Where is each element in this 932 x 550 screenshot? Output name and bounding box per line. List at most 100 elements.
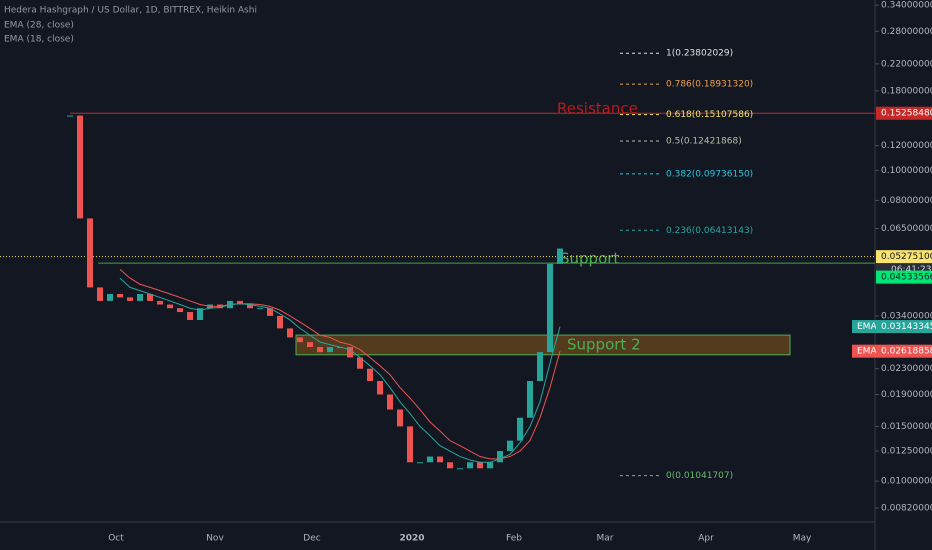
candle-body <box>267 308 273 316</box>
candle-body <box>477 462 483 469</box>
y-tick-label: 0.01900000 <box>881 390 932 400</box>
x-tick-label: Oct <box>108 534 124 544</box>
legend-entry: EMA (18, close) <box>4 35 74 45</box>
candle-body <box>527 380 533 418</box>
candle-body <box>377 380 383 395</box>
y-tick-label: 0.18000000 <box>881 86 932 96</box>
ema-value: 0.02618858 <box>881 347 932 357</box>
candle-body <box>117 293 123 298</box>
ema-line <box>119 269 561 460</box>
fib-label: 0.5(0.12421868) <box>666 137 742 147</box>
candle-body <box>367 368 373 381</box>
fib-label: 0(0.01041707) <box>666 471 733 481</box>
candle-body <box>77 115 83 219</box>
candle-body <box>167 304 173 309</box>
y-tick-label: 0.28000000 <box>881 27 932 37</box>
legend-entry: EMA (28, close) <box>4 21 74 31</box>
candle-body <box>87 218 93 288</box>
candle-body <box>177 308 183 313</box>
candle-body <box>197 308 203 320</box>
ema-line <box>119 277 561 463</box>
last-price-label: 0.05275100 <box>881 252 932 262</box>
ema-tag-box <box>852 344 876 358</box>
fib-label: 0.382(0.09736150) <box>666 169 753 179</box>
candle-body <box>247 304 253 309</box>
candle-body <box>397 409 403 427</box>
y-tick-label: 0.02300000 <box>881 364 932 374</box>
y-tick-label: 0.00820000 <box>881 503 932 513</box>
candle-body <box>347 347 353 358</box>
fib-label: 0.618(0.15107586) <box>666 110 753 120</box>
ema-value-box <box>876 320 932 334</box>
x-tick-label: Apr <box>698 534 714 544</box>
x-tick-label: Dec <box>303 534 320 544</box>
candle-body <box>127 297 133 301</box>
y-tick-label: 0.10000000 <box>881 166 932 176</box>
y-tick-label: 0.01500000 <box>881 422 932 432</box>
last-price-box <box>876 250 932 264</box>
candle-body <box>537 352 543 381</box>
candle-body <box>507 440 513 452</box>
fib-label: 1(0.23802029) <box>666 49 733 59</box>
candle-body <box>237 300 243 305</box>
candle-body <box>107 293 113 301</box>
candle-body <box>287 328 293 338</box>
candle-body <box>307 342 313 348</box>
candle-body <box>357 357 363 369</box>
support-zone <box>295 334 791 356</box>
y-tick-label: 0.03400000 <box>881 311 932 321</box>
x-tick-label: Mar <box>597 534 614 544</box>
candle-body <box>187 312 193 320</box>
y-tick-label: 0.01000000 <box>881 477 932 487</box>
candle-body <box>437 456 443 463</box>
candle-body <box>497 451 503 463</box>
candle-body <box>407 426 413 463</box>
candle-body <box>67 115 73 117</box>
chart-title: Hedera Hashgraph / US Dollar, 1D, BITTRE… <box>4 6 257 16</box>
ema-tag-box <box>852 320 876 334</box>
candle-body <box>157 300 163 305</box>
candle-body <box>457 468 463 470</box>
y-tick-label: 0.08000000 <box>881 196 932 206</box>
candle-body <box>547 263 553 353</box>
candle-body <box>297 337 303 343</box>
candle-body <box>467 462 473 469</box>
ema-tag: EMA <box>857 347 877 357</box>
zone-label: Support 2 <box>567 335 641 353</box>
x-tick-label: Nov <box>206 534 224 544</box>
price-marker-box <box>876 270 932 284</box>
candle-body <box>427 456 433 463</box>
ema-value-box <box>876 344 932 358</box>
candle-body <box>317 347 323 353</box>
level-label: Resistance <box>557 100 638 118</box>
y-tick-label: 0.01250000 <box>881 447 932 457</box>
ema-tag: EMA <box>857 322 877 332</box>
y-tick-label: 0.22000000 <box>881 59 932 69</box>
candle-body <box>387 394 393 410</box>
candle-body <box>517 417 523 441</box>
fib-label: 0.236(0.06413143) <box>666 226 753 236</box>
x-tick-label: May <box>793 534 812 544</box>
candle-body <box>557 248 563 264</box>
candle-body <box>417 462 423 464</box>
price-label-box <box>876 106 932 120</box>
candle-body <box>257 308 263 310</box>
x-tick-label: 2020 <box>399 534 424 544</box>
candle-body <box>277 315 283 329</box>
countdown: 06:41:23 <box>891 265 931 275</box>
y-tick-label: 0.06500000 <box>881 224 932 234</box>
price-marker-label: 0.04533566 <box>881 273 932 283</box>
candle-body <box>487 462 493 469</box>
x-tick-label: Feb <box>506 534 522 544</box>
ema-value: 0.03143345 <box>881 322 932 332</box>
y-tick-label: 0.12000000 <box>881 141 932 151</box>
candle-body <box>327 347 333 353</box>
candle-body <box>97 287 103 301</box>
candle-body <box>147 293 153 301</box>
candle-body <box>137 293 143 301</box>
price-label: 0.15258480 <box>881 109 932 119</box>
level-label: Support <box>560 250 619 268</box>
y-tick-label: 0.34000000 <box>881 1 932 11</box>
